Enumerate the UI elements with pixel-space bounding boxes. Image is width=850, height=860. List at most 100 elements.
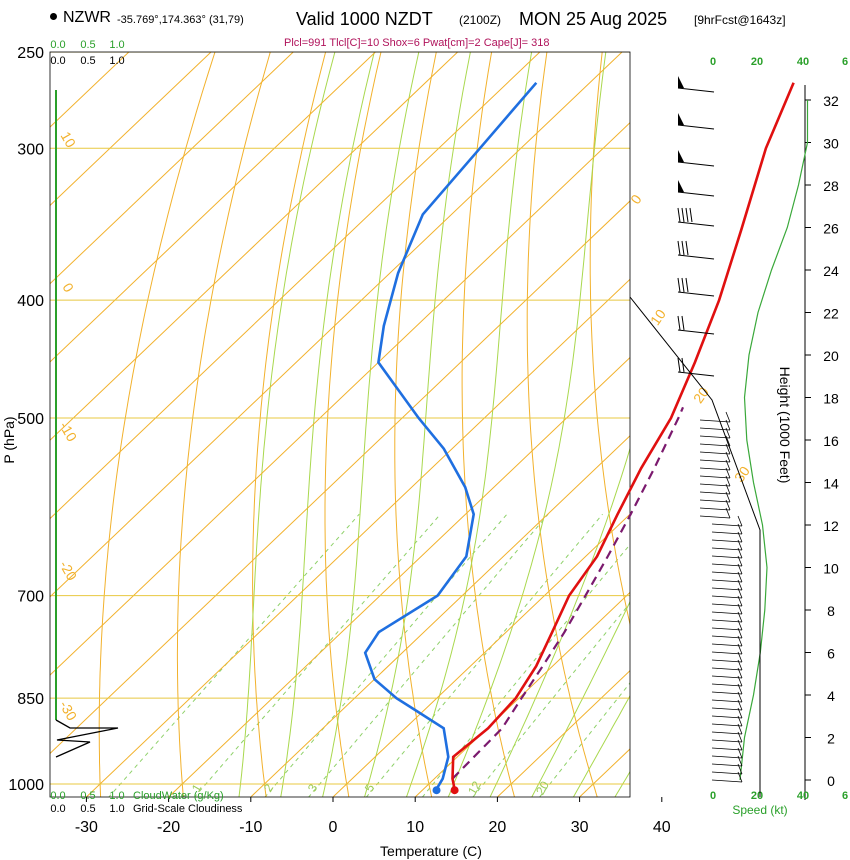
dry-adiabat: [324, 52, 382, 797]
height-tick-label: 32: [823, 93, 839, 109]
mixing-ratio-line: [108, 513, 360, 797]
wind-barb-feather: [737, 723, 743, 735]
moist-adiabat: [405, 52, 533, 797]
wind-barb-feather: [737, 539, 743, 551]
isotherm-line: [497, 670, 630, 797]
wind-barb-staff: [711, 643, 743, 647]
wind-barb-feather: [681, 277, 685, 293]
wind-barb-feather: [725, 467, 731, 479]
temperature-axis-label: Temperature (C): [380, 843, 482, 859]
wind-barb: [711, 643, 743, 655]
speed-tick-bottom: 20: [751, 790, 763, 802]
moist-adiabat: [489, 446, 630, 797]
mixing-ratio-line: [193, 513, 441, 797]
wind-barb-feather: [737, 691, 743, 703]
wind-barb-feather: [685, 277, 689, 293]
wind-barb: [711, 587, 743, 599]
isotherm-line: [50, 52, 541, 520]
wind-barb: [699, 435, 731, 447]
height-tick-label: 26: [823, 221, 839, 237]
wind-barb: [699, 507, 731, 519]
wind-barb: [711, 571, 743, 583]
height-axis-label: Height (1000 Feet): [777, 367, 793, 484]
wind-barb: [711, 523, 743, 535]
wind-barb-staff: [699, 515, 731, 519]
wind-barb-staff: [711, 523, 743, 527]
speed-tick-top: 6: [842, 56, 848, 68]
wind-barb-staff: [711, 651, 743, 655]
wind-barb-staff: [711, 691, 743, 695]
wind-barb-staff: [699, 451, 731, 455]
wind-barb-staff: [711, 715, 743, 719]
height-tick-label: 10: [823, 561, 839, 577]
wind-barb-feather: [725, 483, 731, 495]
wind-barb-feather: [737, 683, 743, 695]
isotherm-line: [50, 200, 630, 755]
wind-barb: [699, 411, 731, 423]
height-tick-label: 18: [823, 391, 839, 407]
wind-barb-staff: [699, 483, 731, 487]
pressure-tick-label: 700: [17, 589, 44, 606]
wind-barb-feather: [685, 240, 689, 256]
wind-barb-pennant: [678, 180, 684, 192]
wind-barb-feather: [737, 523, 743, 535]
wind-barb-staff: [699, 475, 731, 479]
wind-barb: [711, 715, 743, 727]
moist-adiabat: [322, 52, 420, 797]
temperature-tick-label: 30: [571, 819, 589, 836]
wind-barb-feather: [737, 603, 743, 615]
wind-barb: [711, 699, 743, 711]
wind-barb-feather: [737, 755, 743, 767]
wind-barb: [677, 315, 715, 335]
cloudiness-tick-bottom: 0.0: [50, 803, 65, 815]
dewpoint-trace: [363, 81, 538, 790]
speed-tick-top: 0: [710, 56, 716, 68]
wind-barb: [711, 579, 743, 591]
moist-adiabat: [280, 52, 375, 797]
height-tick-label: 8: [827, 603, 835, 619]
wind-barb: [699, 427, 731, 439]
wind-barb-feather: [677, 207, 681, 223]
wind-barb-staff: [677, 161, 715, 167]
wind-barb: [699, 499, 731, 511]
wind-barb-staff: [711, 563, 743, 567]
wind-barb-staff: [711, 539, 743, 543]
wind-barb-feather: [677, 357, 681, 373]
isotherm-line: [86, 278, 630, 797]
wind-barb-staff: [711, 531, 743, 535]
wind-barb-staff: [699, 499, 731, 503]
wind-barb-feather: [737, 731, 743, 743]
wind-barb-feather: [737, 619, 743, 631]
isotherm-line: [168, 356, 630, 797]
wind-barb-feather: [725, 427, 731, 439]
wind-barb: [677, 180, 715, 197]
wind-barb-feather: [737, 763, 743, 775]
height-tick-label: 6: [827, 646, 835, 662]
wind-barb-feather: [737, 611, 743, 623]
temperature-tick-label: 0: [329, 819, 338, 836]
wind-barb: [677, 357, 715, 377]
wind-barb-staff: [711, 771, 743, 775]
wind-barb-staff: [677, 221, 715, 227]
wind-barb-staff: [711, 731, 743, 735]
height-tick-label: 20: [823, 348, 839, 364]
isotherm-label: 10: [58, 129, 80, 151]
isotherm-label: -20: [56, 558, 80, 584]
wind-barb: [711, 603, 743, 615]
wind-barb-feather: [685, 207, 689, 223]
wind-barb-feather: [725, 491, 731, 503]
wind-barb-staff: [711, 603, 743, 607]
wind-barb-feather: [737, 635, 743, 647]
wind-barb: [677, 113, 715, 130]
wind-barb-staff: [711, 627, 743, 631]
surface-temperature-marker: [450, 786, 459, 795]
station-dot-icon: [50, 13, 57, 20]
temperature-tick-label: -20: [157, 819, 180, 836]
wind-barb-feather: [681, 315, 685, 331]
surface-dewpoint-marker: [432, 786, 441, 795]
height-tick-label: 0: [827, 773, 835, 789]
wind-barb-feather: [681, 207, 685, 223]
wind-barb-feather: [737, 515, 743, 527]
wind-barb-feather: [737, 587, 743, 599]
wind-barb-staff: [711, 755, 743, 759]
